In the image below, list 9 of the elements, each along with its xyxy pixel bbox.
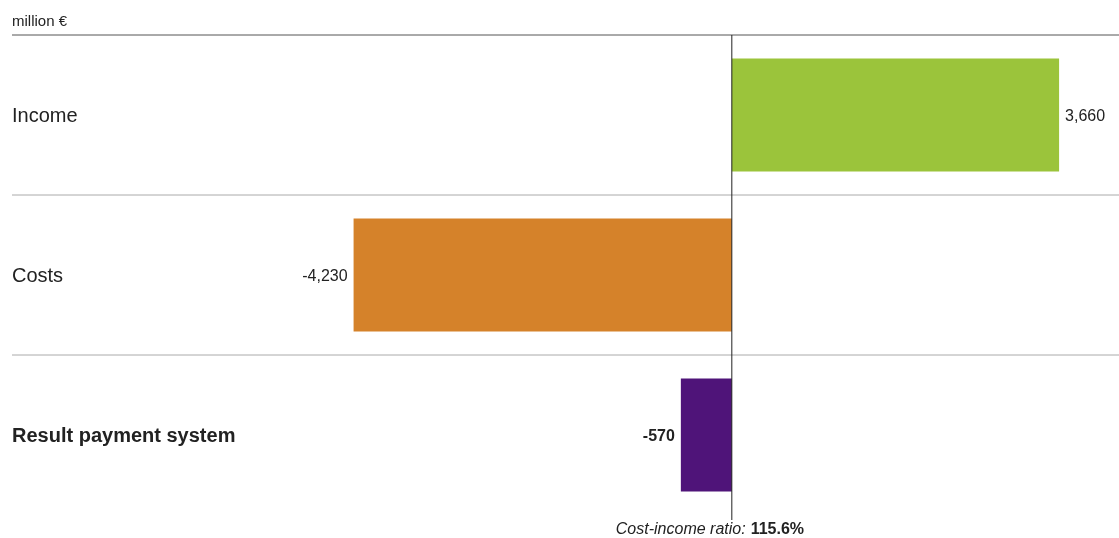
data-label: 3,660 [1065, 106, 1106, 124]
annotation: 115.6% [750, 520, 805, 537]
y-tick-label: Costs [12, 264, 64, 286]
data-label: -4,230 [302, 266, 348, 284]
annotation: Cost-income ratio: [615, 520, 746, 537]
x-axis-title: million € [12, 12, 68, 29]
data-label: -570 [642, 426, 675, 444]
y-tick-label: Income [12, 104, 78, 126]
y-tick-label: Result payment system [12, 424, 236, 446]
